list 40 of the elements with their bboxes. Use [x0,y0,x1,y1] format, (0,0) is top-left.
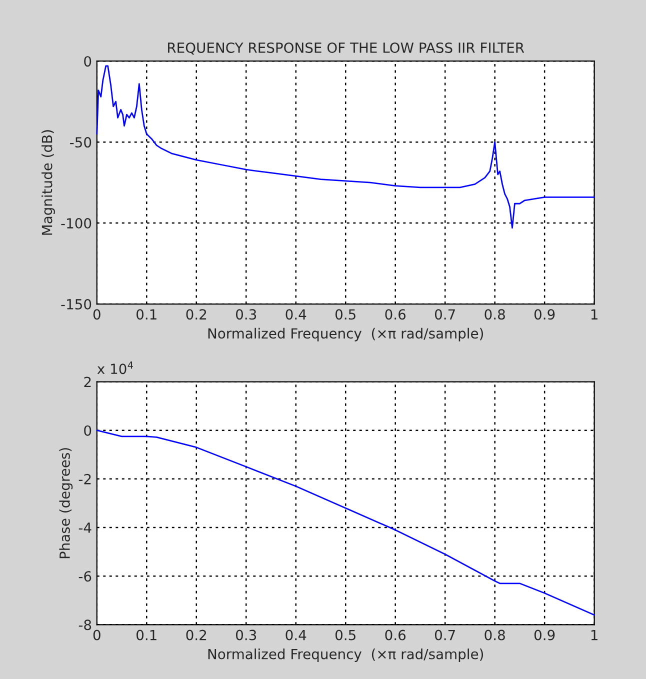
x-tick-label: 0.6 [385,309,406,320]
x-tick-label: 1 [591,630,598,640]
x-tick-label: 0.4 [286,630,306,640]
line-series [96,430,596,616]
x-tick-label: 0.8 [484,630,505,640]
x-tick-label: 0.1 [136,630,156,640]
x-tick-label: 0.9 [534,309,555,320]
x-tick-label: 0.2 [186,630,206,640]
y-tick-label: 0 [84,425,92,436]
x-tick-label: 0.4 [286,309,306,320]
x-tick-label: 0.3 [236,309,256,320]
y-tick-label: -100 [61,218,92,229]
y-tick-label: -150 [61,298,92,310]
x-tick-label: 0.1 [136,309,156,320]
x-tick-label: 0.7 [434,630,455,640]
x-tick-label: 0.9 [534,630,555,640]
y-tick-label: -4 [78,522,92,533]
y-tick-label: 2 [84,376,91,388]
line-series [96,65,596,229]
y-tick-label: -6 [78,571,92,582]
x-tick-label: 0.3 [236,630,256,640]
x-tick-label: 0.6 [385,630,406,640]
y-tick-label: 0 [84,56,92,67]
y-axis-title: Phase (degrees) [59,448,73,558]
x-tick-label: 0.2 [186,309,206,320]
x-tick-label: 0 [93,630,100,640]
x-tick-label: 0.7 [434,309,455,320]
y-tick-label: -8 [78,620,92,630]
y-axis-title: Magnitude (dB) [42,130,55,235]
x-tick-label: 0.8 [484,309,505,320]
x-tick-label: 0.5 [335,630,356,640]
x-tick-label: 0.5 [335,309,356,320]
x-axis-title: Normalized Frequency (×π rad/sample) [208,648,484,662]
x-tick-label: 1 [591,309,598,320]
chart-title: REQUENCY RESPONSE OF THE LOW PASS IIR FILTER [168,42,524,55]
y-tick-label: -2 [78,474,91,484]
text: x 10$^{4}$ [97,362,133,374]
x-tick-label: 0 [93,309,100,320]
x-axis-title: Normalized Frequency (×π rad/sample) [208,328,484,342]
y-tick-label: -50 [70,137,92,148]
